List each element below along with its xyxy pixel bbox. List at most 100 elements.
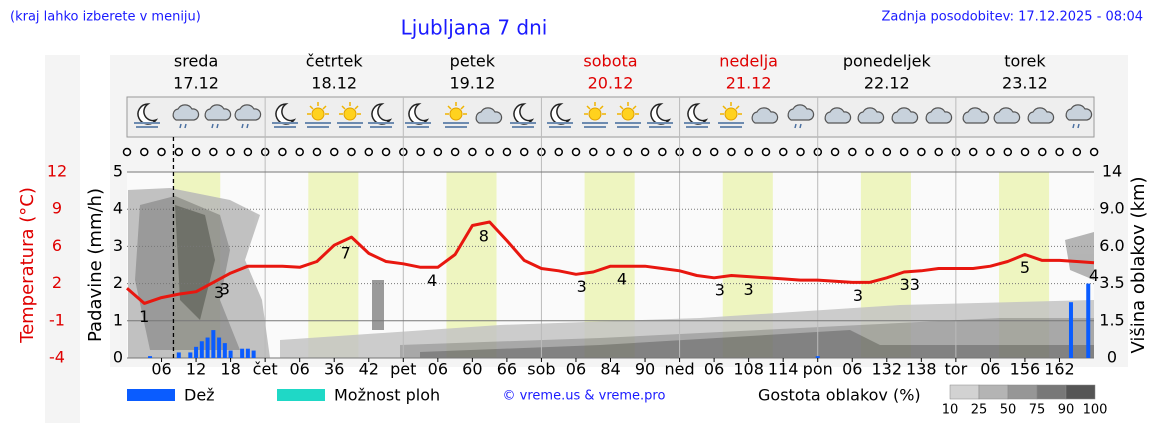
x-tick-label: 132 (872, 360, 903, 379)
cloud-density-tick: 100 (1083, 403, 1108, 418)
temperature-annotation: 33 (900, 275, 920, 294)
x-tick-label: tor (945, 360, 968, 379)
cloud-height-tick-label: 1.5 (1099, 310, 1124, 329)
x-tick-label: 84 (600, 360, 620, 379)
cloud-density-tick: 10 (942, 403, 959, 418)
cloud-axis-title: Višina oblakov (km) (1128, 176, 1149, 353)
precip-tick-label: 5 (113, 162, 123, 181)
wind-calm (174, 147, 184, 157)
temperature-annotation: 4 (1089, 266, 1099, 285)
precip-bar (205, 337, 210, 358)
copyright[interactable]: © vreme.us & vreme.pro (503, 389, 666, 404)
x-tick-label: čet (253, 360, 278, 379)
x-tick-label: 156 (1010, 360, 1041, 379)
day-name: ponedeljek (843, 52, 932, 71)
wind-calm (122, 147, 132, 157)
precip-axis-title: Padavine (mm/h) (85, 188, 106, 342)
day-date: 19.12 (449, 74, 495, 93)
cloud-density-swatch (1065, 384, 1096, 400)
x-tick-label: 06 (566, 360, 586, 379)
wind-calm (450, 147, 460, 157)
cloud-density-tick: 50 (1000, 403, 1017, 418)
wind-calm (658, 147, 667, 157)
menu-note[interactable]: (kraj lahko izberete v meniju) (10, 10, 201, 25)
precip-bar (1068, 302, 1073, 358)
wind-calm (848, 147, 857, 157)
cloud-density-swatch (1007, 384, 1038, 400)
day-date: 20.12 (588, 74, 634, 93)
cloud-height-tick-label: 3.5 (1099, 273, 1124, 292)
day-date: 23.12 (1002, 74, 1048, 93)
precip-bar (211, 330, 216, 358)
wind-row (122, 147, 1099, 157)
wind-calm (589, 147, 598, 157)
temperature-annotation: 3 (715, 281, 725, 300)
wind-calm (191, 147, 201, 157)
cloud-shading (128, 188, 1094, 358)
temperature-annotation: 5 (1020, 258, 1030, 277)
temperature-annotation: 4 (427, 271, 437, 290)
wind-calm (882, 147, 892, 157)
x-tick-label: 60 (462, 360, 482, 379)
temperature-tick-label: 12 (47, 162, 67, 181)
cloud-height-tick-label: 9.0 (1099, 199, 1124, 218)
temperature-line (126, 220, 1095, 305)
wind-calm (209, 147, 218, 157)
wind-calm (1055, 147, 1064, 157)
wind-calm (744, 147, 753, 157)
temperature-annotation: 3 (220, 280, 230, 299)
x-tick-label: 108 (733, 360, 764, 379)
legend-label: Dež (184, 386, 215, 405)
wind-calm (519, 147, 529, 157)
x-tick-label: 12 (186, 360, 206, 379)
wind-calm (381, 147, 391, 157)
precip-bar (251, 350, 256, 358)
cloud-density-tick: 75 (1029, 403, 1046, 418)
x-tick-label: 66 (497, 360, 517, 379)
x-tick-label: pon (803, 360, 833, 379)
precip-bar (188, 352, 193, 358)
wind-calm (779, 147, 788, 157)
precip-bar (228, 350, 233, 358)
wind-calm (295, 147, 304, 157)
wind-calm (347, 147, 356, 157)
day-name: sobota (583, 52, 637, 71)
day-name: četrtek (306, 52, 364, 71)
cloud-density-tick: 25 (971, 403, 988, 418)
precip-bar (222, 343, 227, 358)
wind-calm (623, 147, 633, 157)
page-title: Ljubljana 7 dni (401, 16, 548, 40)
precip-bar (245, 348, 250, 358)
x-tick-label: 06 (289, 360, 309, 379)
wind-calm (761, 147, 771, 157)
cloud-density-swatch (1036, 384, 1067, 400)
wind-calm (329, 147, 339, 157)
legend-label: Možnost ploh (334, 386, 440, 405)
wind-calm (243, 147, 253, 157)
wind-calm (692, 147, 702, 157)
legend-swatch (277, 389, 325, 401)
precip-bar (199, 341, 204, 358)
wind-calm (709, 147, 719, 157)
x-tick-label: pet (390, 360, 416, 379)
day-date: 21.12 (726, 74, 772, 93)
wind-calm (416, 147, 425, 157)
cloud-height-tick-label: 6.0 (1099, 236, 1124, 255)
temperature-annotation: 3 (744, 280, 754, 299)
day-date: 22.12 (864, 74, 910, 93)
day-date: 18.12 (311, 74, 357, 93)
wind-calm (312, 147, 322, 157)
temperature-tick-label: -4 (49, 348, 65, 367)
legend-swatch (127, 389, 175, 401)
temperature-annotation: 3 (577, 277, 587, 296)
wind-calm (917, 147, 926, 157)
precip-bar (194, 346, 199, 358)
wind-calm (865, 147, 874, 157)
x-tick-label: 06 (980, 360, 1000, 379)
temperature-axis-title: Temperatura (°C) (17, 187, 38, 344)
day-name: petek (450, 52, 496, 71)
wind-calm (554, 147, 563, 157)
temperature-annotation: 3 (853, 286, 863, 305)
temperature-annotation: 3 (214, 283, 224, 302)
